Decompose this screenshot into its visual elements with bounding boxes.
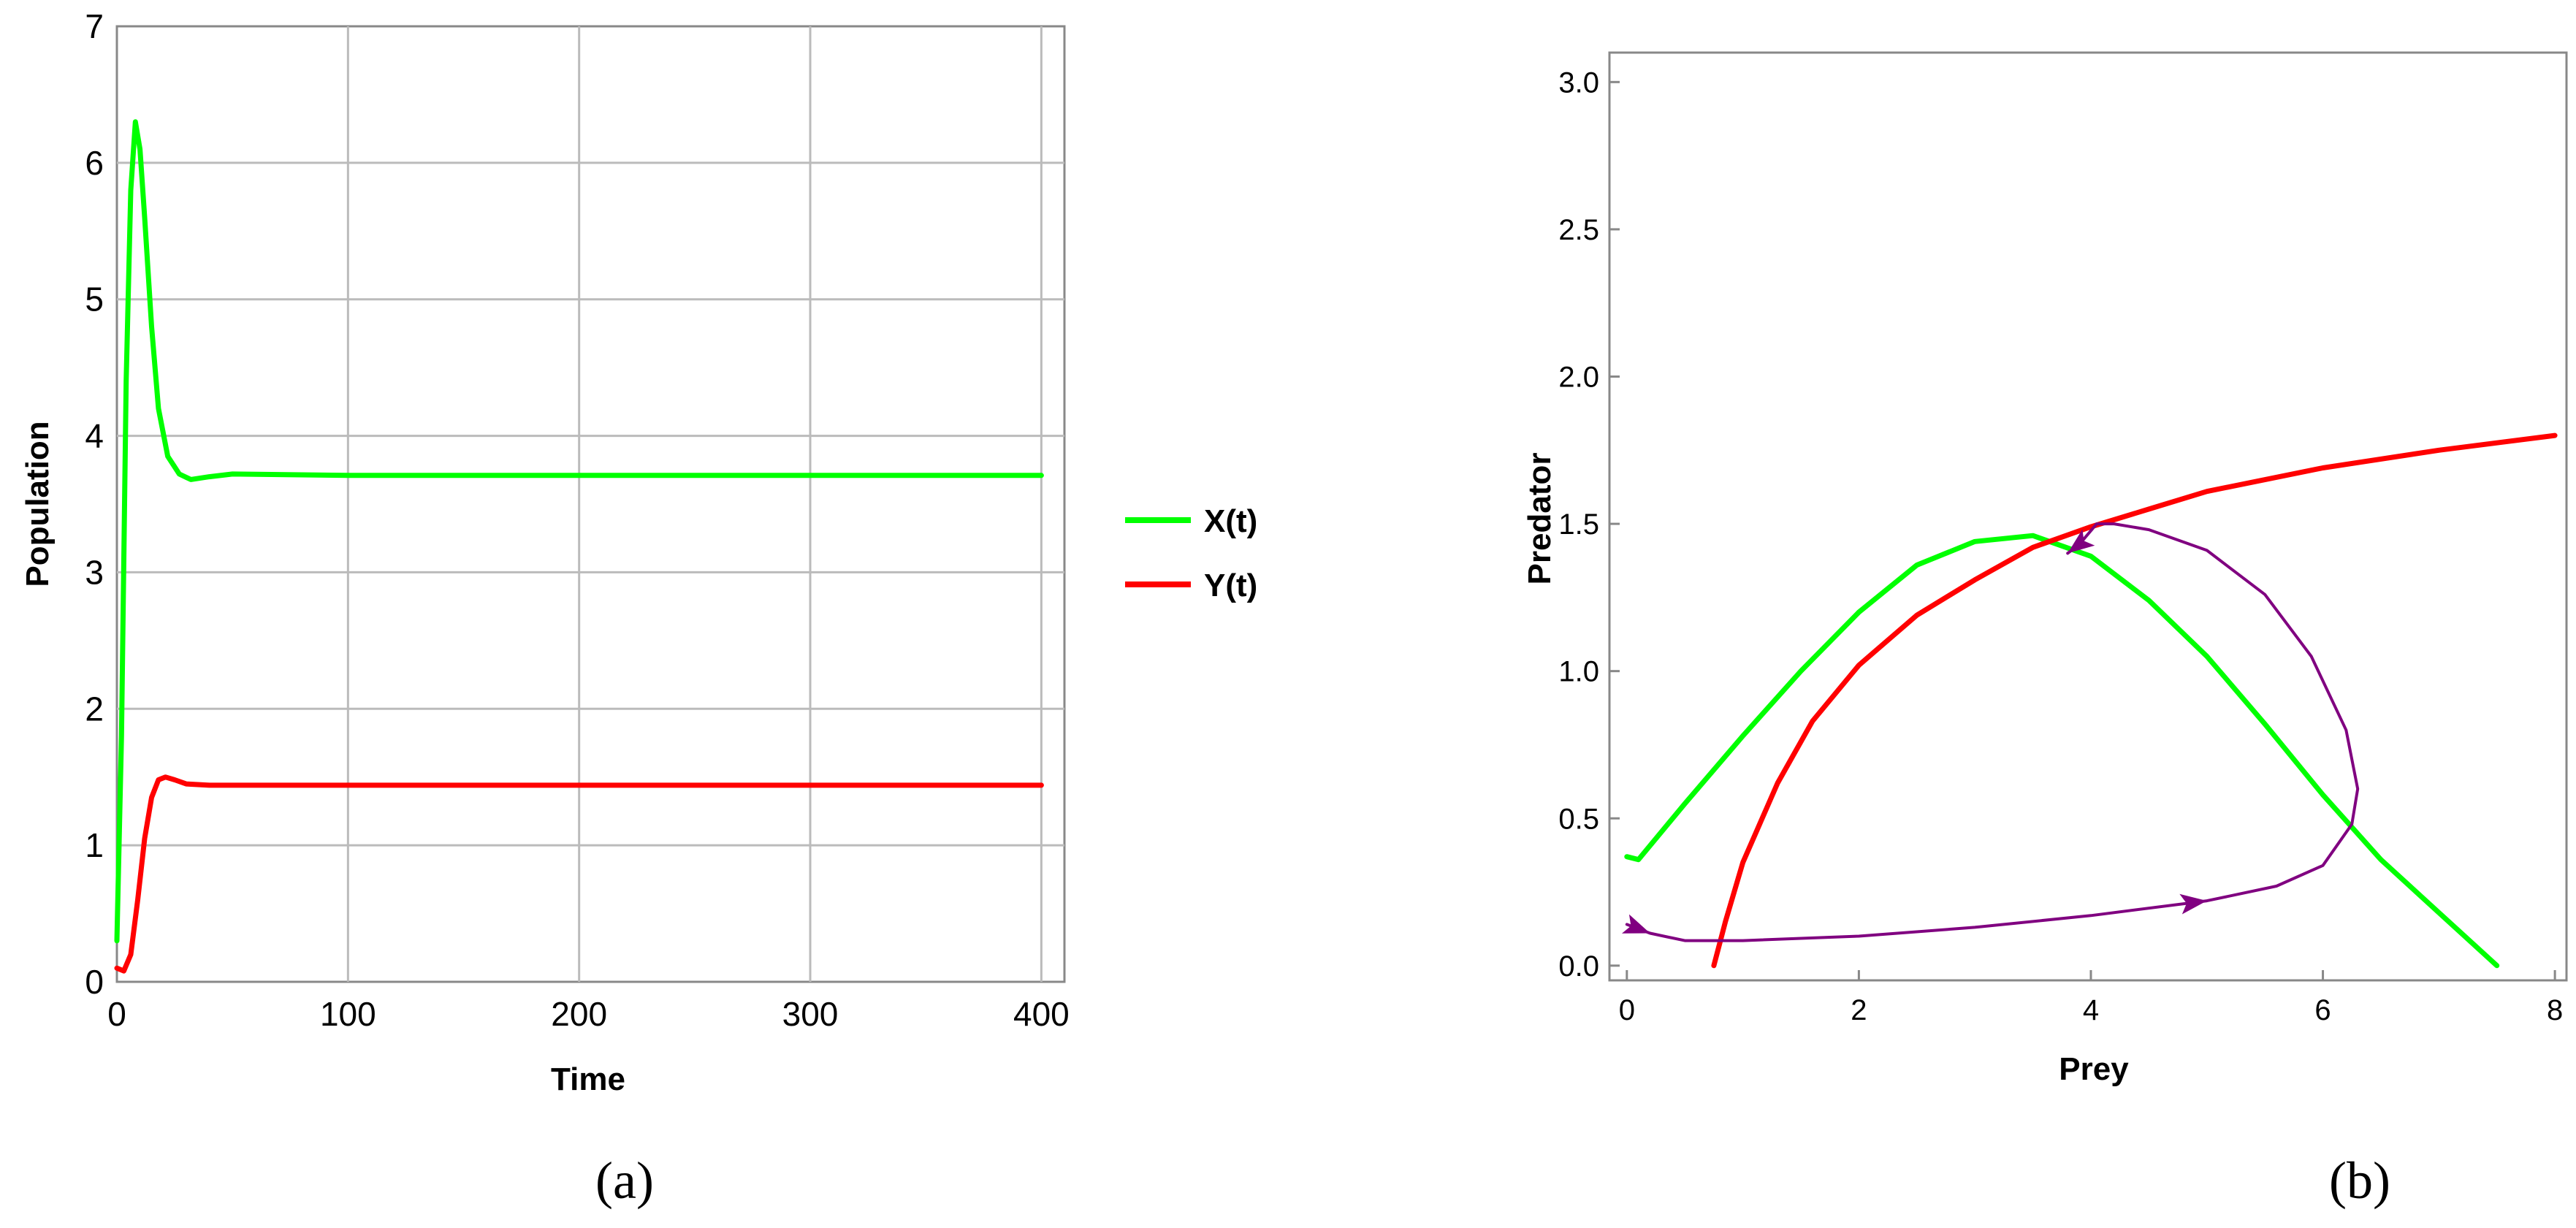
y-tick-label: 5 (85, 281, 104, 319)
y-tick-label: 7 (85, 7, 104, 45)
x-tick-label: 400 (1013, 995, 1070, 1033)
panel-b-ylabel: Predator (1522, 453, 1558, 585)
legend-label-x: X(t) (1204, 503, 1257, 539)
prey-nullcline-line (1624, 533, 2500, 969)
panel-b-plot-frame (1608, 51, 2568, 982)
panel-b-phase-plane: 0 2 4 6 8 0.0 0.5 1.0 1.5 2.0 2.5 3.0 Prey Predator… (1522, 51, 2568, 1210)
panel-b-tick-labels: 0 2 4 6 8 0.0 0.5 1.0 1.5 2.0 2.5 3.0 (1558, 66, 2563, 1026)
panel-a-ylabel: Population (20, 421, 56, 587)
panel-b-xlabel: Prey (2059, 1051, 2129, 1087)
y-tick-label: 2 (85, 690, 104, 728)
panel-a-series-lines (114, 119, 1044, 974)
x-tick-label: 300 (782, 995, 839, 1033)
y-tick-label: 0 (85, 963, 104, 1001)
trajectory-arrowhead (1621, 914, 1650, 934)
panel-a-plot-frame (115, 25, 1066, 983)
y-tick-label: 3.0 (1558, 66, 1599, 99)
series-line-y (114, 774, 1044, 974)
y-tick-label: 3 (85, 553, 104, 591)
predator-nullcline-line (1711, 432, 2558, 969)
x-tick-label: 100 (320, 995, 376, 1033)
trajectory-line (1625, 522, 2360, 942)
trajectory-arrowhead (2179, 893, 2207, 915)
x-tick-label: 2 (1851, 994, 1867, 1026)
panel-a-legend: X(t) Y(t) (1125, 503, 1257, 603)
y-tick-label: 1.5 (1558, 508, 1599, 541)
y-tick-label: 1 (85, 826, 104, 864)
x-tick-label: 8 (2547, 994, 2563, 1026)
y-tick-label: 2.0 (1558, 361, 1599, 393)
x-tick-label: 200 (551, 995, 607, 1033)
panel-a-tick-labels: 0 100 200 300 400 0 1 2 3 4 5 6 7 (85, 7, 1069, 1033)
trajectory-arrowhead (2068, 529, 2095, 554)
y-tick-label: 6 (85, 144, 104, 182)
y-tick-label: 0.5 (1558, 803, 1599, 835)
series-line-x (114, 119, 1044, 944)
legend-label-y: Y(t) (1204, 568, 1257, 603)
panel-b-trajectory-arrows (1621, 529, 2207, 934)
panel-a-xlabel: Time (551, 1061, 625, 1097)
panel-a-gridlines (117, 26, 1064, 982)
y-tick-label: 2.5 (1558, 214, 1599, 246)
x-tick-label: 0 (1619, 994, 1635, 1026)
x-tick-label: 0 (107, 995, 126, 1033)
caption-b: (b) (2329, 1151, 2390, 1210)
y-tick-label: 0.0 (1558, 950, 1599, 983)
panel-b-series-lines (1624, 432, 2558, 969)
x-tick-label: 4 (2083, 994, 2099, 1026)
y-tick-label: 1.0 (1558, 656, 1599, 688)
panel-a-time-series: 0 100 200 300 400 0 1 2 3 4 5 6 7 Time Population X(… (20, 7, 1257, 1210)
y-tick-label: 4 (85, 417, 104, 455)
caption-a: (a) (595, 1151, 654, 1210)
x-tick-label: 6 (2314, 994, 2331, 1026)
